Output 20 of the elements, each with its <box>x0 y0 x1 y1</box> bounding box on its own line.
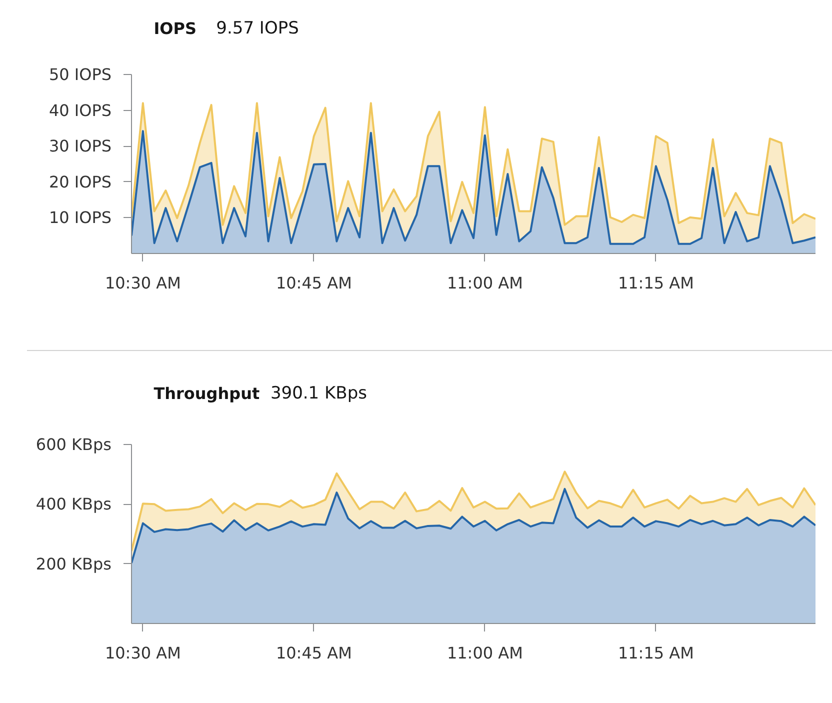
x-tick-label: 11:15 AM <box>618 274 694 292</box>
chart-title: IOPS <box>154 19 197 38</box>
y-tick-label: 40 IOPS <box>48 100 112 120</box>
y-tick-label: 10 IOPS <box>48 208 112 228</box>
y-tick-label: 400 KBps <box>36 494 112 514</box>
x-tick-label: 10:45 AM <box>276 644 352 662</box>
x-tick-label: 10:30 AM <box>104 274 181 292</box>
x-tick-label: 10:45 AM <box>276 274 352 292</box>
x-tick-label: 11:00 AM <box>446 644 523 662</box>
y-tick-label: 30 IOPS <box>48 136 112 156</box>
x-tick-label: 11:15 AM <box>618 644 694 662</box>
x-tick-label: 10:30 AM <box>104 644 181 662</box>
y-tick-label: 20 IOPS <box>48 172 112 192</box>
chart-title: Throughput <box>154 384 260 403</box>
y-tick-label: 200 KBps <box>36 554 112 574</box>
chart-subtitle: 390.1 KBps <box>270 384 368 404</box>
y-tick-label: 600 KBps <box>36 435 112 454</box>
chart-subtitle: 9.57 IOPS <box>216 18 299 38</box>
y-tick-label: 50 IOPS <box>48 65 112 84</box>
x-tick-label: 11:00 AM <box>446 274 523 292</box>
